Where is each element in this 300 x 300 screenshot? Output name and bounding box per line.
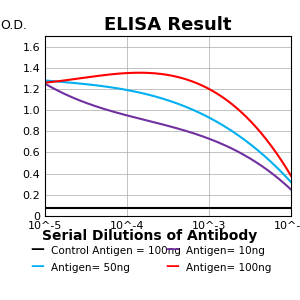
Text: O.D.: O.D. bbox=[1, 20, 28, 32]
Text: —: — bbox=[165, 259, 179, 273]
Text: —: — bbox=[30, 259, 44, 273]
Text: Control Antigen = 100ng: Control Antigen = 100ng bbox=[51, 246, 181, 256]
Text: —: — bbox=[30, 242, 44, 256]
Text: Antigen= 50ng: Antigen= 50ng bbox=[51, 263, 130, 273]
Text: Antigen= 10ng: Antigen= 10ng bbox=[186, 246, 265, 256]
Text: Antigen= 100ng: Antigen= 100ng bbox=[186, 263, 272, 273]
Title: ELISA Result: ELISA Result bbox=[104, 16, 232, 34]
Text: —: — bbox=[165, 242, 179, 256]
Text: Serial Dilutions of Antibody: Serial Dilutions of Antibody bbox=[42, 229, 258, 243]
